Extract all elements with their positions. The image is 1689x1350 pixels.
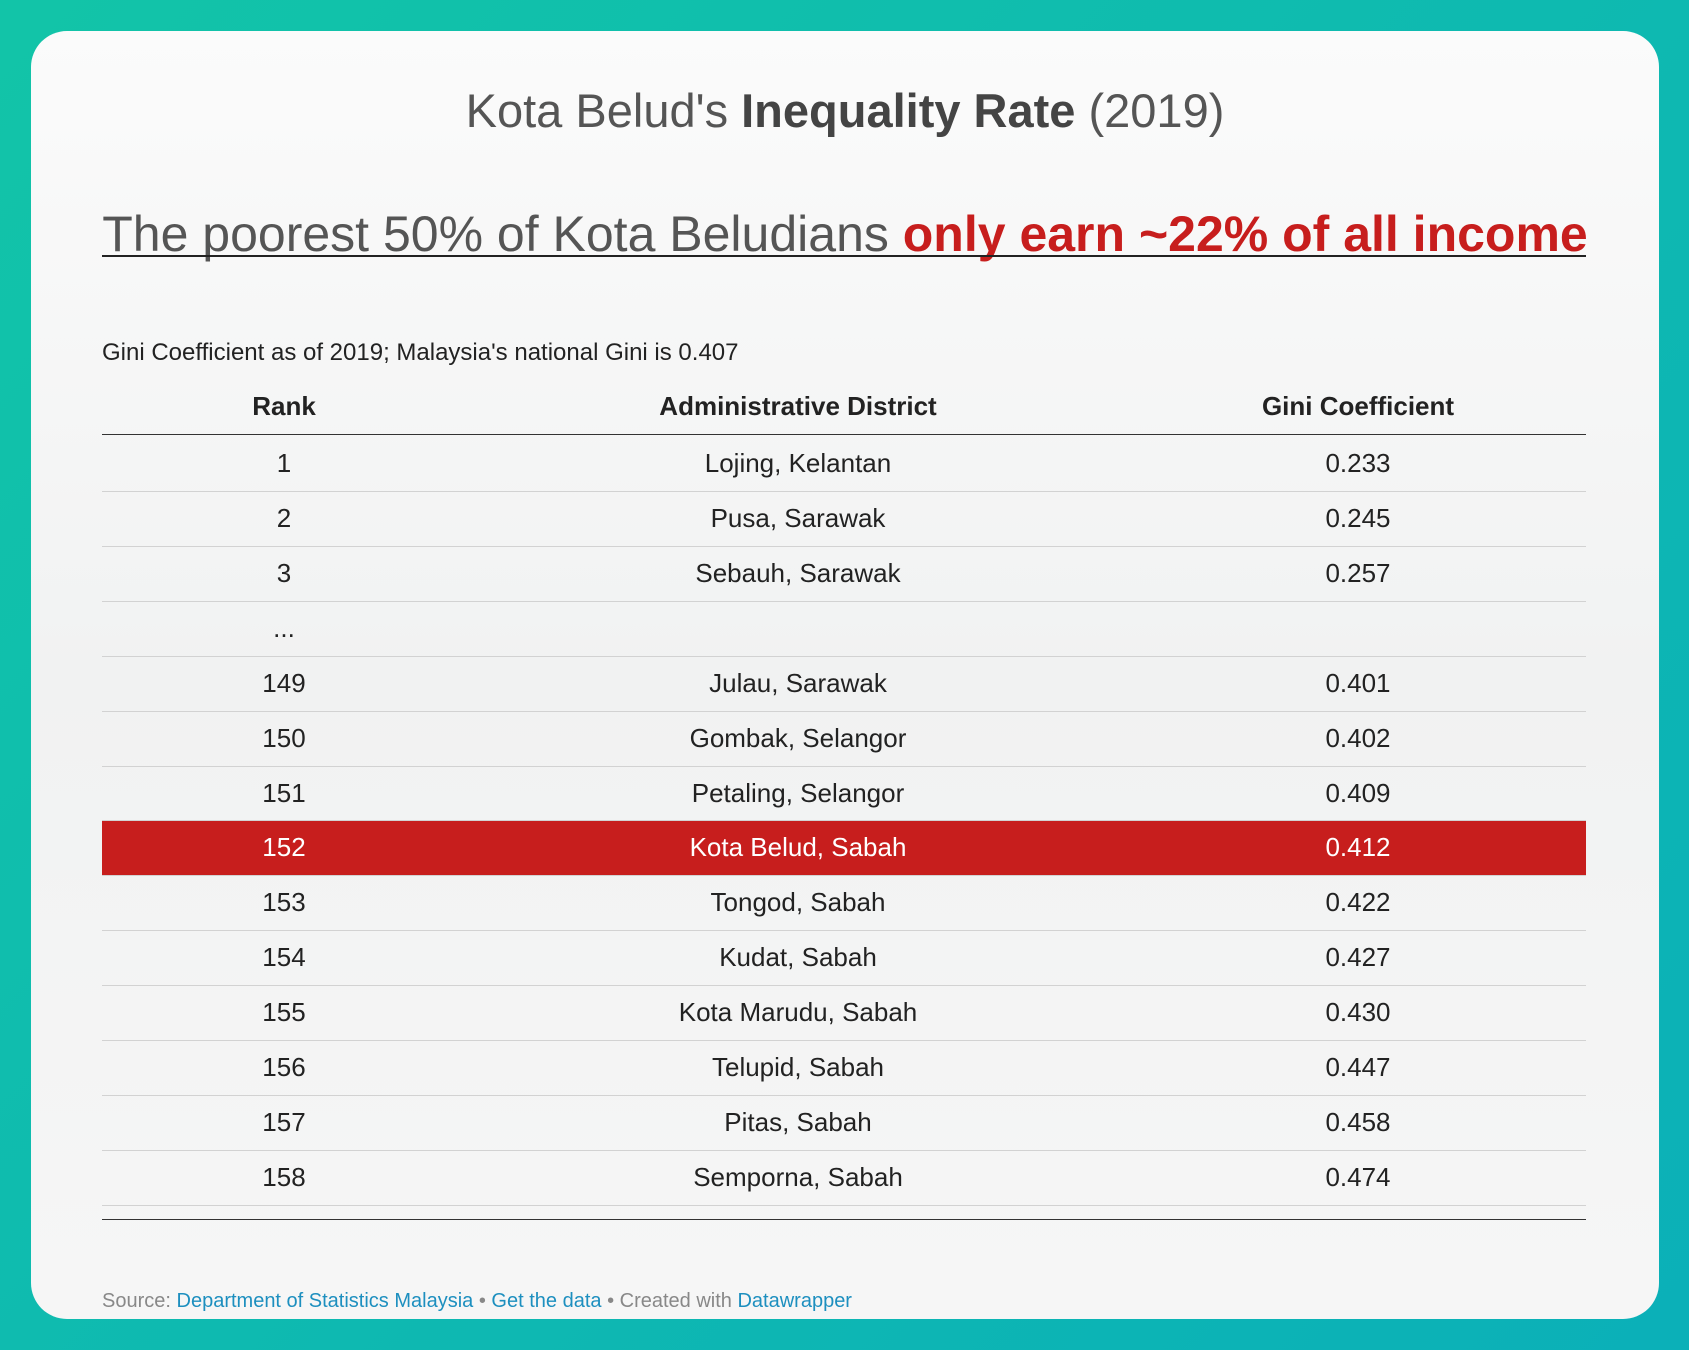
table-cell: Sebauh, Sarawak: [695, 557, 901, 588]
table-cell: Kota Marudu, Sabah: [678, 997, 918, 1028]
table-cell: 149: [262, 667, 306, 698]
source-label: Source:: [102, 1290, 171, 1312]
table-cell: 152: [262, 832, 306, 863]
table-cell: Kota Belud, Sabah: [689, 832, 907, 863]
separator: •: [478, 1290, 486, 1312]
title-bold: Inequality Rate: [741, 84, 1076, 137]
tool-link[interactable]: Datawrapper: [737, 1290, 852, 1312]
table-cell: Julau, Sarawak: [709, 667, 887, 698]
column-header: Gini Coefficient: [1261, 391, 1455, 421]
header-rule: [102, 434, 1586, 435]
source-link[interactable]: Department of Statistics Malaysia: [176, 1290, 474, 1312]
table-cell: 0.401: [1325, 667, 1391, 698]
table-cell: Gombak, Selangor: [689, 722, 907, 753]
table-cell: 0.430: [1325, 997, 1391, 1028]
table-cell: 0.409: [1325, 777, 1391, 808]
table-cell: ...: [273, 612, 295, 643]
row-rule: [102, 875, 1586, 877]
row-rule: [102, 655, 1586, 657]
table-cell: 0.245: [1325, 502, 1391, 533]
table-cell: 0.458: [1325, 1107, 1391, 1138]
column-header: Administrative District: [659, 391, 937, 421]
table-cell: Petaling, Selangor: [691, 777, 905, 808]
table-cell: Pitas, Sabah: [724, 1107, 872, 1138]
row-rule: [102, 820, 1586, 822]
top-rule: [102, 255, 1586, 257]
table-cell: 0.427: [1325, 942, 1391, 973]
table-cell: 0.474: [1325, 1162, 1391, 1193]
table-cell: 0.447: [1325, 1052, 1391, 1083]
table-cell: 158: [262, 1162, 306, 1193]
row-rule: [102, 930, 1586, 932]
row-rule: [102, 710, 1586, 712]
column-header: Rank: [252, 391, 316, 421]
table-cell: 150: [262, 722, 306, 753]
subtitle-highlight: only earn ~22% of all income: [902, 206, 1588, 262]
table-cell: Telupid, Sabah: [711, 1052, 885, 1083]
table-cell: Lojing, Kelantan: [704, 448, 892, 478]
table-cell: 0.412: [1325, 832, 1391, 863]
table-cell: Semporna, Sabah: [693, 1162, 903, 1193]
table-cell: 153: [262, 887, 306, 918]
footer: Source: Department of Statistics Malaysi…: [102, 1290, 852, 1313]
title-tail: (2019): [1075, 84, 1225, 137]
row-rule: [102, 1040, 1586, 1042]
row-rule: [102, 490, 1586, 492]
row-rule: [102, 765, 1586, 767]
highlight-row: [102, 821, 1586, 876]
table-cell: 1: [276, 448, 292, 478]
title-lead: Kota Belud's: [465, 84, 742, 137]
table-cell: 151: [262, 777, 306, 808]
table-cell: Tongod, Sabah: [710, 887, 886, 918]
table-cell: 0.233: [1325, 448, 1391, 478]
created-with: • Created with: [607, 1290, 732, 1312]
row-rule: [102, 1150, 1586, 1152]
data-link[interactable]: Get the data: [491, 1290, 602, 1312]
subtitle-lead: The poorest 50% of Kota Beludians: [102, 206, 903, 262]
table-cell: 0.402: [1325, 722, 1391, 753]
description: Gini Coefficient as of 2019; Malaysia's …: [102, 339, 739, 366]
subtitle: The poorest 50% of Kota Beludians only e…: [31, 205, 1659, 263]
table-cell: Kudat, Sabah: [719, 942, 877, 973]
table-cell: 157: [262, 1107, 306, 1138]
table-cell: 155: [262, 997, 306, 1028]
table-cell: 154: [262, 942, 306, 973]
row-rule: [102, 985, 1586, 987]
card: Kota Belud's Inequality Rate (2019) The …: [31, 31, 1659, 1319]
bottom-rule: [102, 1219, 1586, 1220]
row-rule: [102, 600, 1586, 602]
row-rule: [102, 1095, 1586, 1097]
table-cell: 0.257: [1325, 557, 1391, 588]
title: Kota Belud's Inequality Rate (2019): [31, 83, 1659, 138]
table-cell: 3: [276, 557, 292, 588]
table-cell: 2: [276, 502, 292, 533]
table-cell: 156: [262, 1052, 306, 1083]
row-rule: [102, 545, 1586, 547]
table-cell: 0.422: [1325, 887, 1391, 918]
row-rule: [102, 1204, 1586, 1206]
table-cell: Pusa, Sarawak: [710, 502, 886, 533]
